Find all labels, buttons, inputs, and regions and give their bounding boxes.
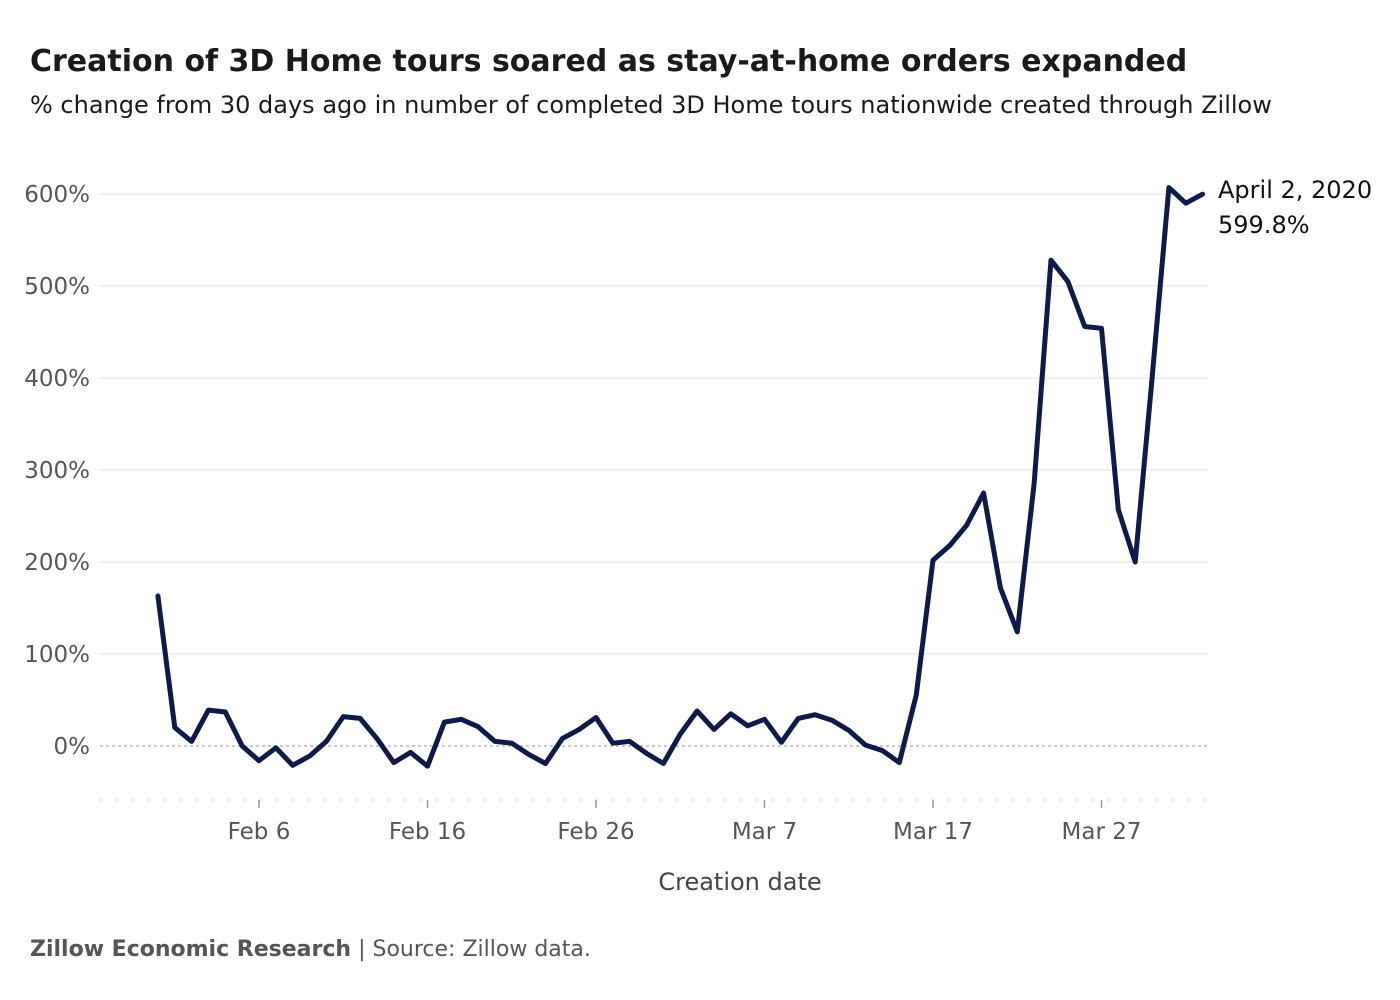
end-annotation-value: 599.8% xyxy=(1218,211,1310,239)
x-tick-label: Feb 16 xyxy=(389,819,466,845)
grid-lines xyxy=(100,193,1208,747)
footer-org: Zillow Economic Research xyxy=(30,937,352,962)
y-axis: 0% 100% 200% 300% 400% 500% 600% xyxy=(24,182,90,760)
x-tick-label: Mar 27 xyxy=(1062,819,1142,845)
x-tick-label: Feb 6 xyxy=(228,819,291,845)
end-annotation-date: April 2, 2020 xyxy=(1218,176,1372,204)
series-line xyxy=(155,185,1206,769)
chart-subtitle: % change from 30 days ago in number of c… xyxy=(30,91,1272,119)
x-tick-label: Mar 17 xyxy=(893,819,973,845)
x-axis-label: Creation date xyxy=(658,868,821,896)
y-tick-label: 600% xyxy=(24,182,90,208)
x-tick-label: Mar 7 xyxy=(732,819,797,845)
x-axis: Feb 6 Feb 16 Feb 26 Mar 7 Mar 17 Mar 27 xyxy=(100,799,1208,845)
chart-title: Creation of 3D Home tours soared as stay… xyxy=(30,44,1188,79)
y-tick-label: 500% xyxy=(24,274,90,300)
y-tick-label: 200% xyxy=(24,550,90,576)
footer-separator: | xyxy=(358,937,366,962)
footer: Zillow Economic Research | Source: Zillo… xyxy=(30,937,591,962)
footer-source: Source: Zillow data. xyxy=(372,937,591,962)
y-tick-label: 0% xyxy=(54,734,91,760)
y-tick-label: 400% xyxy=(24,366,90,392)
y-tick-label: 100% xyxy=(24,642,90,668)
x-tick-label: Feb 26 xyxy=(557,819,634,845)
y-tick-label: 300% xyxy=(24,458,90,484)
